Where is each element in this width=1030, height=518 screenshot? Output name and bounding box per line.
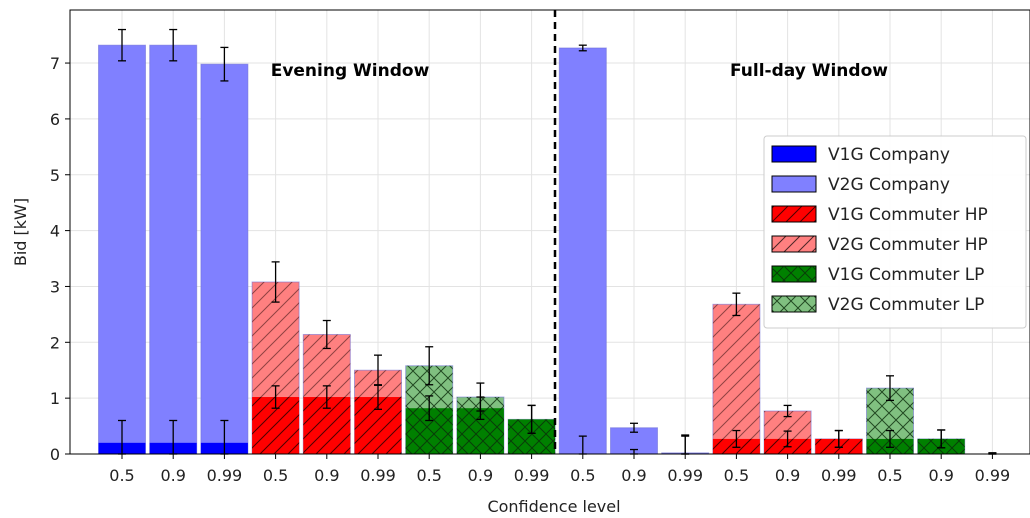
x-tick-label: 0.5 (724, 466, 749, 485)
axes (69, 9, 1030, 455)
y-tick-label: 2 (50, 333, 60, 352)
y-tick-label: 6 (50, 110, 60, 129)
legend-swatch-hatch (772, 296, 816, 312)
y-ticks: 0 1 2 3 4 5 6 7 (50, 54, 70, 464)
legend-label: V1G Company (828, 145, 950, 165)
y-tick-label: 0 (50, 445, 60, 464)
bar-hatch (712, 304, 760, 454)
y-tick-label: 3 (50, 277, 60, 296)
x-tick-label: 0.5 (109, 466, 134, 485)
x-tick-label: 0.5 (263, 466, 288, 485)
x-tick-label: 0.9 (928, 466, 953, 485)
x-ticks: 0.5 0.9 0.99 0.5 0.9 0.99 0.5 0.9 0.99 0.5 0.9 0.99… (109, 454, 1010, 485)
x-tick-label: 0.9 (621, 466, 646, 485)
legend-box (763, 135, 1027, 329)
x-tick-label: 0.9 (160, 466, 185, 485)
x-tick-label: 0.5 (416, 466, 441, 485)
legend-swatch-hatch (772, 206, 816, 222)
legend-swatch (771, 145, 817, 163)
x-tick-label: 0.99 (207, 466, 243, 485)
window-title-evening: Evening Window (271, 61, 430, 81)
x-tick-label: 0.5 (570, 466, 595, 485)
y-tick-label: 5 (50, 166, 60, 185)
x-tick-label: 0.5 (877, 466, 902, 485)
y-axis-label: Bid [kW] (11, 198, 30, 266)
y-tick-label: 7 (50, 54, 60, 73)
legend-label: V1G Commuter LP (828, 265, 984, 285)
x-tick-label: 0.9 (314, 466, 339, 485)
bar-v2g-company (149, 44, 198, 455)
window-title-fullday: Full-day Window (730, 61, 888, 81)
legend-label: V2G Commuter HP (828, 235, 988, 255)
legend-swatch-hatch (772, 236, 816, 252)
legend-swatch (771, 175, 817, 193)
plot-frame (69, 9, 1030, 455)
x-axis-label: Confidence level (487, 497, 620, 516)
legend-label: V2G Commuter LP (828, 295, 984, 315)
legend-label: V2G Company (828, 175, 950, 195)
bars (98, 44, 966, 455)
x-tick-label: 0.9 (775, 466, 800, 485)
bar-v2g-company (558, 47, 607, 455)
y-tick-label: 4 (50, 222, 60, 241)
x-tick-label: 0.99 (667, 466, 703, 485)
legend-swatch-hatch (772, 266, 816, 282)
x-tick-label: 0.99 (975, 466, 1011, 485)
legend-label: V1G Commuter HP (828, 205, 988, 225)
x-tick-label: 0.99 (514, 466, 550, 485)
y-tick-label: 1 (50, 389, 60, 408)
x-tick-label: 0.99 (360, 466, 396, 485)
x-tick-label: 0.9 (468, 466, 493, 485)
bar-v2g-company (200, 63, 249, 455)
legend: V1G Company V2G Company V1G Commuter HP V2G… (763, 135, 1027, 329)
bar-v2g-company (98, 44, 146, 455)
x-tick-label: 0.99 (821, 466, 857, 485)
